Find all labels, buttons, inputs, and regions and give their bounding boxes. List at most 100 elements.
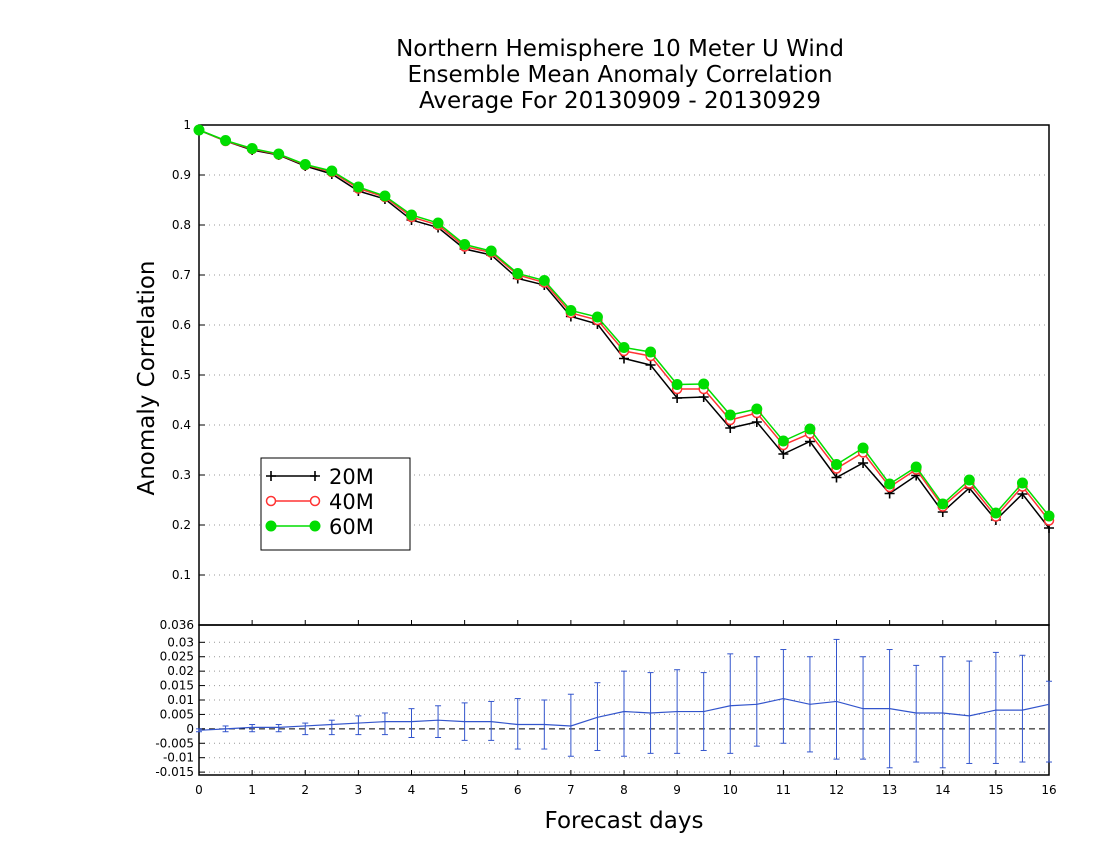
data-point-60M bbox=[352, 181, 364, 193]
data-point-60M bbox=[751, 403, 763, 415]
y-tick-label-bottom: 0.036 bbox=[160, 618, 194, 632]
data-point-60M bbox=[804, 423, 816, 435]
y-tick-label-bottom: -0.005 bbox=[155, 736, 194, 750]
legend-label-60M: 60M bbox=[329, 515, 374, 539]
data-point-20M bbox=[645, 360, 656, 370]
data-point-40M bbox=[265, 495, 277, 507]
series-60M bbox=[193, 124, 1055, 522]
data-point-20M bbox=[778, 449, 789, 459]
data-point-60M bbox=[698, 378, 710, 390]
data-point-60M bbox=[565, 305, 577, 316]
x-tick-label: 14 bbox=[935, 783, 950, 797]
x-axis-label: Forecast days bbox=[544, 808, 704, 834]
data-point-40M bbox=[309, 495, 321, 507]
data-point-60M bbox=[512, 268, 524, 279]
y-tick-label-top: 0.2 bbox=[172, 518, 191, 532]
legend-entry-60M: 60M bbox=[265, 515, 374, 539]
data-point-60M bbox=[193, 124, 205, 136]
x-tick-label: 3 bbox=[355, 783, 363, 797]
x-tick-label: 7 bbox=[567, 783, 575, 797]
data-point-60M bbox=[309, 520, 321, 532]
data-point-60M bbox=[406, 209, 417, 221]
data-point-60M bbox=[884, 478, 896, 490]
data-point-60M bbox=[937, 498, 949, 510]
y-tick-label-top: 0.7 bbox=[172, 268, 191, 282]
x-tick-label: 16 bbox=[1041, 783, 1056, 797]
data-point-60M bbox=[220, 135, 232, 146]
data-point-20M bbox=[858, 458, 869, 468]
data-point-60M bbox=[1043, 510, 1055, 522]
y-tick-label-top: 0.1 bbox=[172, 568, 191, 582]
data-point-20M bbox=[266, 471, 276, 481]
data-point-60M bbox=[326, 165, 338, 177]
chart-title-line-1: Northern Hemisphere 10 Meter U Wind bbox=[396, 36, 844, 62]
data-point-60M bbox=[831, 459, 842, 470]
data-point-60M bbox=[591, 311, 603, 323]
y-tick-label-bottom: 0.02 bbox=[167, 664, 194, 678]
x-tick-label: 10 bbox=[723, 783, 738, 797]
data-point-60M bbox=[485, 245, 497, 257]
y-tick-label-bottom: -0.01 bbox=[163, 751, 194, 765]
data-point-60M bbox=[990, 507, 1002, 519]
x-tick-label: 4 bbox=[408, 783, 416, 797]
y-tick-label-top: 0.6 bbox=[172, 318, 191, 332]
data-point-60M bbox=[265, 520, 277, 532]
legend-entry-40M: 40M bbox=[265, 490, 374, 514]
x-tick-label: 15 bbox=[988, 783, 1003, 797]
y-tick-label-top: 0.5 bbox=[172, 368, 191, 382]
data-point-60M bbox=[645, 346, 657, 358]
y-tick-label-bottom: 0.03 bbox=[167, 635, 194, 649]
data-point-60M bbox=[538, 275, 550, 286]
legend-label-40M: 40M bbox=[329, 490, 374, 514]
x-tick-label: 9 bbox=[673, 783, 681, 797]
y-tick-label-bottom: 0.025 bbox=[160, 650, 194, 664]
data-point-60M bbox=[459, 239, 471, 250]
x-tick-label: 0 bbox=[195, 783, 203, 797]
data-point-20M bbox=[672, 393, 683, 403]
legend-label-20M: 20M bbox=[329, 465, 374, 489]
y-tick-label-bottom: 0.01 bbox=[167, 693, 194, 707]
data-point-60M bbox=[273, 148, 285, 160]
x-tick-label: 11 bbox=[776, 783, 791, 797]
data-point-60M bbox=[777, 435, 789, 447]
data-point-60M bbox=[246, 143, 258, 154]
y-tick-label-top: 0.9 bbox=[172, 168, 191, 182]
data-point-20M bbox=[751, 417, 762, 427]
y-tick-label-top: 1 bbox=[183, 118, 191, 132]
data-point-60M bbox=[671, 379, 683, 390]
difference-line bbox=[198, 697, 1050, 731]
y-tick-label-top: 0.3 bbox=[172, 468, 191, 482]
y-tick-label-top: 0.4 bbox=[172, 418, 191, 432]
y-tick-label-bottom: 0 bbox=[186, 722, 194, 736]
y-tick-label-top: 0.8 bbox=[172, 218, 191, 232]
x-tick-label: 6 bbox=[514, 783, 522, 797]
x-tick-label: 13 bbox=[882, 783, 897, 797]
x-tick-label: 2 bbox=[301, 783, 309, 797]
chart-title-line-2: Ensemble Mean Anomaly Correlation bbox=[407, 62, 833, 88]
x-tick-label: 5 bbox=[461, 783, 469, 797]
data-point-60M bbox=[910, 461, 922, 473]
data-point-60M bbox=[432, 217, 444, 229]
difference-series bbox=[196, 638, 1052, 769]
data-point-20M bbox=[310, 471, 320, 481]
x-tick-label: 8 bbox=[620, 783, 628, 797]
data-point-60M bbox=[724, 409, 736, 421]
y-tick-label-bottom: -0.015 bbox=[155, 765, 194, 779]
data-point-60M bbox=[963, 474, 975, 486]
data-point-60M bbox=[379, 190, 391, 202]
y-tick-label-bottom: 0.005 bbox=[160, 707, 194, 721]
data-point-60M bbox=[857, 442, 869, 454]
chart-title-line-3: Average For 20130909 - 20130929 bbox=[418, 88, 822, 114]
data-point-60M bbox=[618, 342, 630, 353]
legend-entry-20M: 20M bbox=[266, 465, 374, 489]
x-tick-label: 1 bbox=[248, 783, 256, 797]
y-tick-label-bottom: 0.015 bbox=[160, 679, 194, 693]
data-point-20M bbox=[831, 472, 842, 483]
legend-box bbox=[260, 457, 411, 551]
data-point-60M bbox=[1016, 477, 1028, 489]
x-tick-label: 12 bbox=[829, 783, 844, 797]
data-point-60M bbox=[299, 159, 311, 170]
